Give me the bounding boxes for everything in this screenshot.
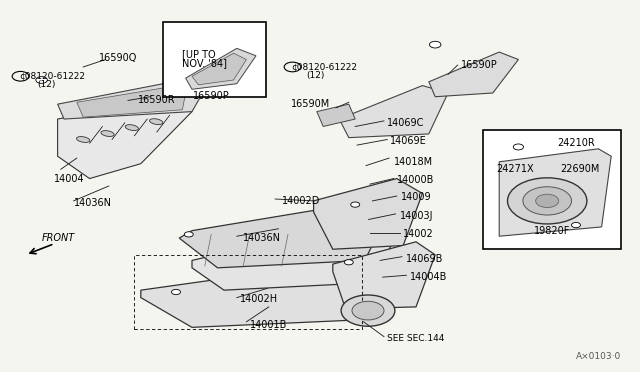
Text: 14069B: 14069B — [406, 254, 444, 263]
Text: 14003J: 14003J — [400, 211, 433, 221]
Text: (12): (12) — [37, 80, 56, 89]
Circle shape — [344, 260, 353, 265]
Circle shape — [572, 222, 580, 228]
Polygon shape — [186, 48, 256, 89]
Text: 14002H: 14002H — [240, 295, 278, 304]
Circle shape — [36, 77, 47, 83]
Ellipse shape — [125, 125, 138, 131]
Circle shape — [184, 232, 193, 237]
Text: 14002: 14002 — [403, 230, 434, 239]
Ellipse shape — [77, 137, 90, 142]
Polygon shape — [499, 149, 611, 236]
Polygon shape — [77, 87, 186, 117]
Polygon shape — [333, 242, 435, 309]
Polygon shape — [141, 260, 371, 327]
Circle shape — [172, 289, 180, 295]
Text: 16590R: 16590R — [138, 96, 175, 105]
Circle shape — [513, 144, 524, 150]
Text: 24271X: 24271X — [496, 164, 534, 174]
Text: 14004B: 14004B — [410, 272, 447, 282]
Polygon shape — [429, 52, 518, 97]
Text: 19820F: 19820F — [534, 226, 571, 235]
Polygon shape — [192, 216, 403, 290]
Text: 22690M: 22690M — [560, 164, 600, 174]
Circle shape — [341, 295, 395, 326]
Polygon shape — [339, 86, 448, 138]
Text: 14000B: 14000B — [397, 176, 434, 185]
Text: 14009: 14009 — [401, 192, 432, 202]
Text: ¢08120-61222: ¢08120-61222 — [19, 72, 85, 81]
Text: SEE SEC.144: SEE SEC.144 — [387, 334, 445, 343]
Polygon shape — [314, 179, 422, 249]
Text: 14069C: 14069C — [387, 118, 424, 128]
Text: 16590P: 16590P — [193, 91, 230, 101]
Circle shape — [352, 301, 384, 320]
Text: A×0103·0: A×0103·0 — [575, 352, 621, 361]
Polygon shape — [58, 97, 192, 179]
Circle shape — [429, 41, 441, 48]
Bar — [483, 130, 621, 249]
Polygon shape — [317, 104, 355, 126]
Text: 14001B: 14001B — [250, 321, 287, 330]
Text: NOV. '84]: NOV. '84] — [182, 58, 227, 68]
Text: ¢08120-61222: ¢08120-61222 — [291, 62, 357, 71]
Text: FRONT: FRONT — [42, 233, 75, 243]
Circle shape — [536, 194, 559, 208]
Text: [UP TO: [UP TO — [182, 49, 216, 59]
Text: 16590Q: 16590Q — [99, 53, 138, 62]
Polygon shape — [192, 53, 246, 85]
Polygon shape — [179, 201, 390, 268]
Text: 14004: 14004 — [54, 174, 85, 183]
Text: 14036N: 14036N — [74, 198, 111, 208]
Circle shape — [523, 187, 572, 215]
Text: 16590M: 16590M — [291, 99, 330, 109]
Text: 24210R: 24210R — [557, 138, 595, 148]
Circle shape — [508, 178, 587, 224]
Polygon shape — [58, 82, 205, 119]
Ellipse shape — [101, 131, 114, 137]
Text: 16590P: 16590P — [461, 60, 497, 70]
Text: 14036N: 14036N — [243, 233, 281, 243]
Bar — [163, 22, 266, 97]
Circle shape — [351, 202, 360, 207]
Ellipse shape — [150, 119, 163, 125]
Text: 14002D: 14002D — [282, 196, 320, 206]
Text: (12): (12) — [306, 71, 324, 80]
Text: 14069E: 14069E — [390, 137, 427, 146]
Text: 14018M: 14018M — [394, 157, 433, 167]
